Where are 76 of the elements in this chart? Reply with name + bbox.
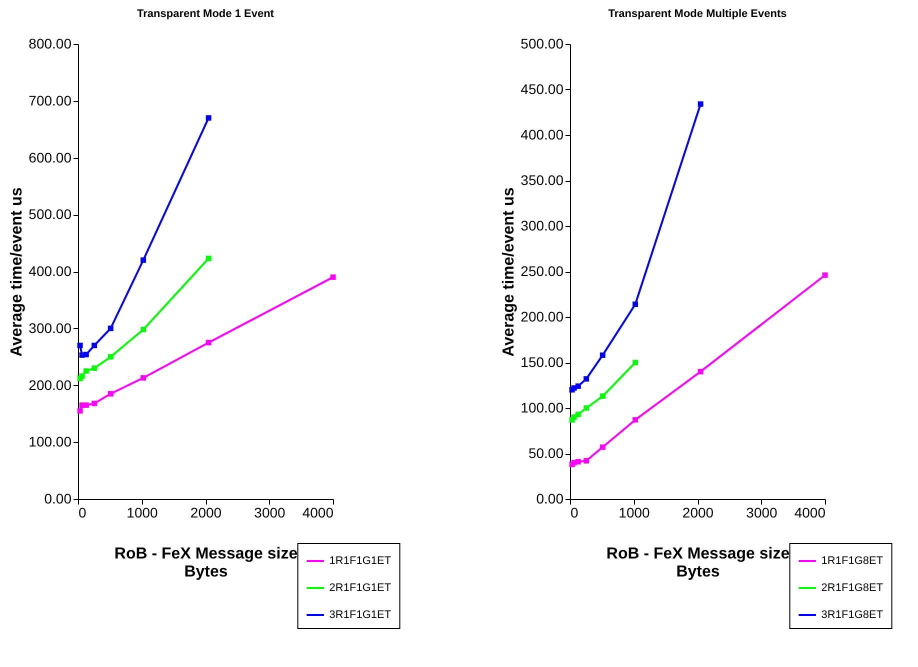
y-tick-label: 700.00 — [28, 92, 72, 108]
point — [79, 373, 85, 379]
x-tick-label: 0 — [570, 504, 578, 520]
point — [632, 302, 638, 307]
y-tick-label: 200.00 — [28, 376, 72, 393]
point — [330, 274, 336, 280]
x-tick-label: 0 — [78, 504, 86, 520]
legend-label: 1R1F1G8ET — [821, 555, 884, 567]
point — [600, 352, 606, 358]
point — [140, 326, 146, 332]
y-tick-label: 300.00 — [28, 320, 72, 336]
point — [206, 340, 212, 346]
point — [600, 393, 606, 399]
point — [632, 417, 638, 423]
y-axis-title: Average time/event us — [8, 187, 26, 357]
x-tick-label: 4000 — [302, 504, 334, 520]
y-tick-label: 150.00 — [520, 354, 564, 370]
point — [108, 354, 114, 360]
y-tick-label: 500.00 — [28, 206, 72, 222]
legend-label: 3R1F1G1ET — [329, 609, 392, 621]
y-tick-label: 800.00 — [28, 36, 72, 52]
legend-label: 2R1F1G8ET — [821, 582, 884, 594]
point — [83, 368, 89, 374]
x-axis-title: RoB - FeX Message size Bytes — [114, 546, 298, 580]
legend-label: 2R1F1G1ET — [329, 582, 392, 594]
x-tick-label: 4000 — [794, 504, 826, 520]
y-tick-label: 100.00 — [520, 400, 564, 416]
x-axis-title: RoB - FeX Message size Bytes — [606, 546, 790, 580]
point — [822, 272, 828, 278]
chart-title: Transparent Mode 1 Event — [137, 8, 274, 20]
point — [92, 365, 98, 371]
point — [584, 458, 590, 464]
x-tick-label: 1000 — [126, 504, 158, 520]
point — [92, 400, 98, 406]
y-tick-label: 250.00 — [520, 263, 564, 279]
y-tick-label: 0.00 — [536, 490, 564, 506]
point — [632, 360, 638, 366]
point — [83, 352, 89, 358]
y-tick-label: 50.00 — [528, 445, 564, 461]
point — [584, 376, 590, 382]
point — [575, 412, 581, 418]
y-tick-label: 600.00 — [28, 149, 72, 166]
point — [83, 402, 89, 408]
y-axis-title: Average time/event us — [500, 187, 518, 357]
y-tick-label: 400.00 — [28, 263, 72, 279]
point — [92, 342, 98, 348]
point — [600, 444, 606, 450]
point — [140, 375, 146, 381]
y-tick-label: 0.00 — [44, 490, 72, 506]
point — [575, 458, 581, 464]
y-tick-label: 300.00 — [520, 218, 564, 234]
x-tick-label: 1000 — [618, 504, 650, 520]
point — [108, 391, 114, 397]
point — [77, 342, 83, 348]
legend-label: 1R1F1G1ET — [329, 555, 392, 567]
y-tick-label: 400.00 — [520, 126, 564, 142]
point — [108, 326, 114, 332]
point — [206, 256, 212, 262]
y-tick-label: 100.00 — [28, 434, 72, 450]
point — [584, 405, 590, 411]
chart-title: Transparent Mode Multiple Events — [608, 8, 787, 20]
point — [698, 368, 704, 374]
point — [698, 101, 704, 107]
x-tick-label: 2000 — [682, 504, 714, 520]
point — [575, 383, 581, 389]
x-tick-label: 3000 — [254, 504, 286, 520]
y-tick-label: 350.00 — [520, 172, 564, 188]
legend-label: 3R1F1G8ET — [821, 609, 884, 621]
y-tick-label: 500.00 — [520, 36, 564, 52]
point — [140, 257, 146, 263]
x-tick-label: 2000 — [190, 504, 222, 520]
y-tick-label: 450.00 — [520, 81, 564, 97]
point — [77, 408, 83, 414]
y-tick-label: 200.00 — [520, 308, 564, 324]
x-tick-label: 3000 — [746, 504, 778, 520]
point — [206, 115, 212, 121]
